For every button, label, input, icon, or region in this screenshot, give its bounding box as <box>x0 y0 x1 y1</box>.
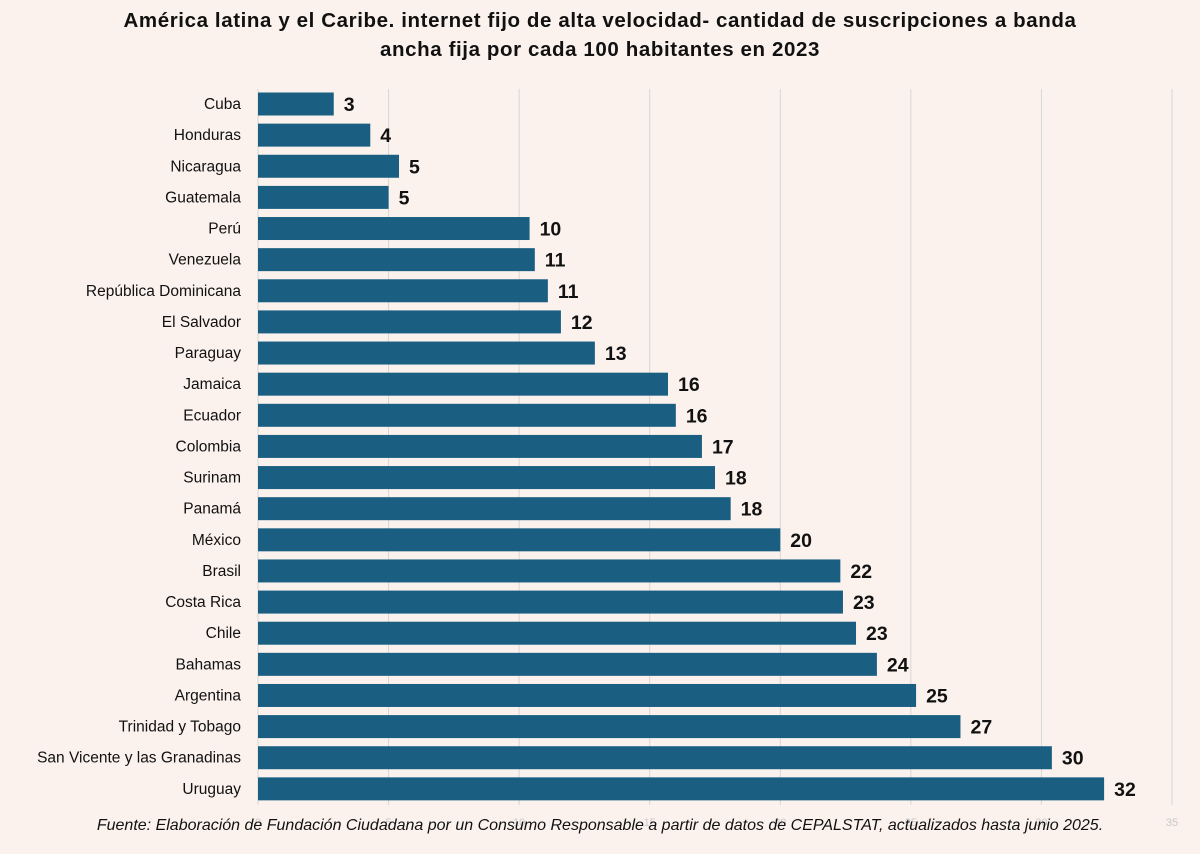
bar <box>258 590 843 614</box>
bar <box>258 403 676 427</box>
bar <box>258 746 1052 770</box>
category-label: Bahamas <box>176 656 242 673</box>
x-tick-label: 30 <box>1035 817 1047 829</box>
bar <box>258 341 595 365</box>
category-label: Jamaica <box>183 376 241 393</box>
bar <box>258 217 530 241</box>
category-label: Trinidad y Tobago <box>119 719 241 736</box>
category-label: Chile <box>206 625 241 642</box>
data-label: 27 <box>970 717 992 739</box>
bar <box>258 528 781 552</box>
data-label: 11 <box>545 250 566 272</box>
category-label: Cuba <box>204 96 241 113</box>
category-label: Uruguay <box>182 781 241 798</box>
bar <box>258 621 857 645</box>
data-label: 13 <box>605 343 627 365</box>
data-label: 11 <box>558 281 579 303</box>
bar <box>258 248 535 272</box>
category-label: Surinam <box>183 470 241 487</box>
x-tick-label: 35 <box>1166 817 1178 829</box>
x-tick-label: 0 <box>255 817 261 829</box>
bar <box>258 777 1105 801</box>
data-label: 25 <box>926 685 948 707</box>
category-label: Argentina <box>175 687 242 704</box>
bar <box>258 372 668 396</box>
category-label: Paraguay <box>175 345 242 362</box>
bar <box>258 185 389 209</box>
category-label: Colombia <box>176 438 242 455</box>
data-label: 30 <box>1062 748 1084 770</box>
bar <box>258 715 961 739</box>
x-tick-label: 10 <box>513 817 525 829</box>
bar <box>258 434 702 458</box>
bar <box>258 652 877 676</box>
category-label: Honduras <box>174 127 241 144</box>
category-label: República Dominicana <box>86 283 241 300</box>
data-label: 23 <box>866 623 888 645</box>
x-tick-label: 25 <box>905 817 917 829</box>
data-label: 16 <box>678 374 700 396</box>
category-label: Brasil <box>202 563 241 580</box>
chart-title: América latina y el Caribe. internet fij… <box>0 6 1200 64</box>
source-note: Fuente: Elaboración de Fundación Ciudada… <box>96 817 1104 834</box>
category-label: Panamá <box>183 501 241 518</box>
data-label: 12 <box>571 312 593 334</box>
x-tick-label: 20 <box>774 817 786 829</box>
bar <box>258 310 561 334</box>
bar <box>258 466 715 490</box>
bar <box>258 683 917 707</box>
category-label: Perú <box>208 221 241 238</box>
category-label: Costa Rica <box>165 594 241 611</box>
category-label: El Salvador <box>162 314 241 331</box>
bar <box>258 123 371 147</box>
data-label: 17 <box>712 436 734 458</box>
bar <box>258 559 841 583</box>
data-label: 18 <box>741 499 763 521</box>
data-label: 5 <box>409 156 420 178</box>
bar <box>258 497 731 521</box>
category-label: Venezuela <box>169 252 242 269</box>
category-label: México <box>192 532 241 549</box>
category-label: San Vicente y las Granadinas <box>37 750 241 767</box>
category-label: Ecuador <box>183 407 241 424</box>
bar <box>258 279 548 303</box>
data-label: 5 <box>399 187 410 209</box>
x-tick-label: 15 <box>644 817 656 829</box>
category-label: Guatemala <box>165 189 241 206</box>
bar <box>258 154 400 178</box>
bar <box>258 92 334 116</box>
x-tick-label: 5 <box>386 817 392 829</box>
data-label: 22 <box>850 561 872 583</box>
data-label: 10 <box>540 219 562 241</box>
data-label: 20 <box>790 530 812 552</box>
chart-title-line-1: América latina y el Caribe. internet fij… <box>123 9 1077 32</box>
data-label: 3 <box>344 94 355 116</box>
data-label: 18 <box>725 468 747 490</box>
data-label: 24 <box>887 654 909 676</box>
data-label: 4 <box>380 125 391 147</box>
data-label: 32 <box>1114 779 1136 801</box>
data-label: 16 <box>686 405 708 427</box>
chart-title-line-2: ancha fija por cada 100 habitantes en 20… <box>380 38 820 61</box>
data-label: 23 <box>853 592 875 614</box>
category-label: Nicaragua <box>170 158 241 175</box>
